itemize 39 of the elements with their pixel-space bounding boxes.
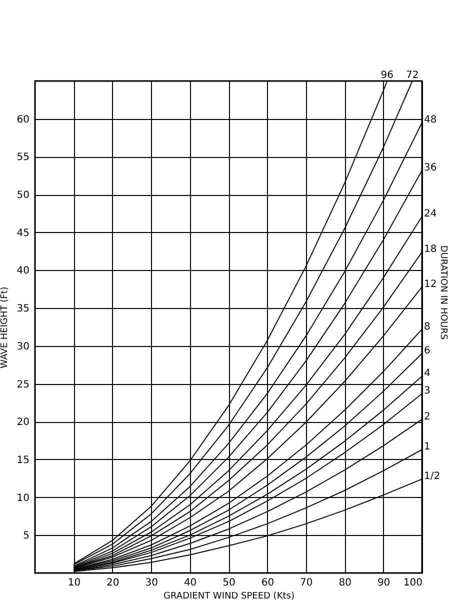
x-tick-label: 10 [68, 578, 81, 588]
x-axis-title: GRADIENT WIND SPEED (Kts) [164, 592, 294, 602]
series-label: 1/2 [424, 471, 440, 482]
series-label: 8 [424, 321, 430, 332]
series-label: 72 [406, 70, 419, 81]
y-tick-label: 55 [16, 152, 30, 164]
series-label: 12 [424, 278, 437, 290]
x-tick-label: 60 [261, 578, 274, 588]
series-label: 36 [424, 162, 437, 174]
y-tick-label: 20 [16, 417, 30, 428]
series-label: 96 [380, 70, 394, 81]
y-tick-label: 30 [16, 341, 30, 352]
y-axis-title: WAVE HEIGHT (Ft) [0, 286, 10, 368]
series-label: 4 [424, 368, 430, 380]
x-tick-label: 100 [403, 578, 422, 588]
legend-title: DURATION IN HOURS [438, 245, 448, 340]
series-label: 6 [424, 345, 430, 356]
y-tick-label: 40 [16, 266, 30, 277]
series-label: 3 [424, 386, 430, 397]
series-label: 24 [424, 208, 437, 220]
series-label: 18 [424, 244, 437, 256]
y-tick-label: 10 [16, 492, 30, 504]
x-tick-label: 20 [106, 578, 120, 588]
series-label: 48 [424, 114, 437, 126]
x-tick-label: 90 [377, 578, 390, 588]
y-tick-label: 25 [16, 379, 30, 390]
x-tick-label: 30 [145, 578, 158, 588]
y-tick-label: 45 [16, 228, 30, 239]
y-tick-label: 5 [23, 530, 30, 542]
series-label: 1 [424, 442, 430, 453]
y-tick-label: 15 [16, 454, 30, 466]
x-tick-label: 70 [300, 578, 313, 588]
y-tick-label: 50 [16, 190, 30, 202]
x-tick-label: 40 [184, 578, 197, 588]
y-tick-label: 35 [16, 304, 30, 315]
y-tick-label: 60 [16, 114, 30, 126]
x-tick-label: 50 [222, 578, 236, 588]
x-tick-label: 80 [338, 578, 352, 588]
series-label: 2 [424, 411, 430, 422]
